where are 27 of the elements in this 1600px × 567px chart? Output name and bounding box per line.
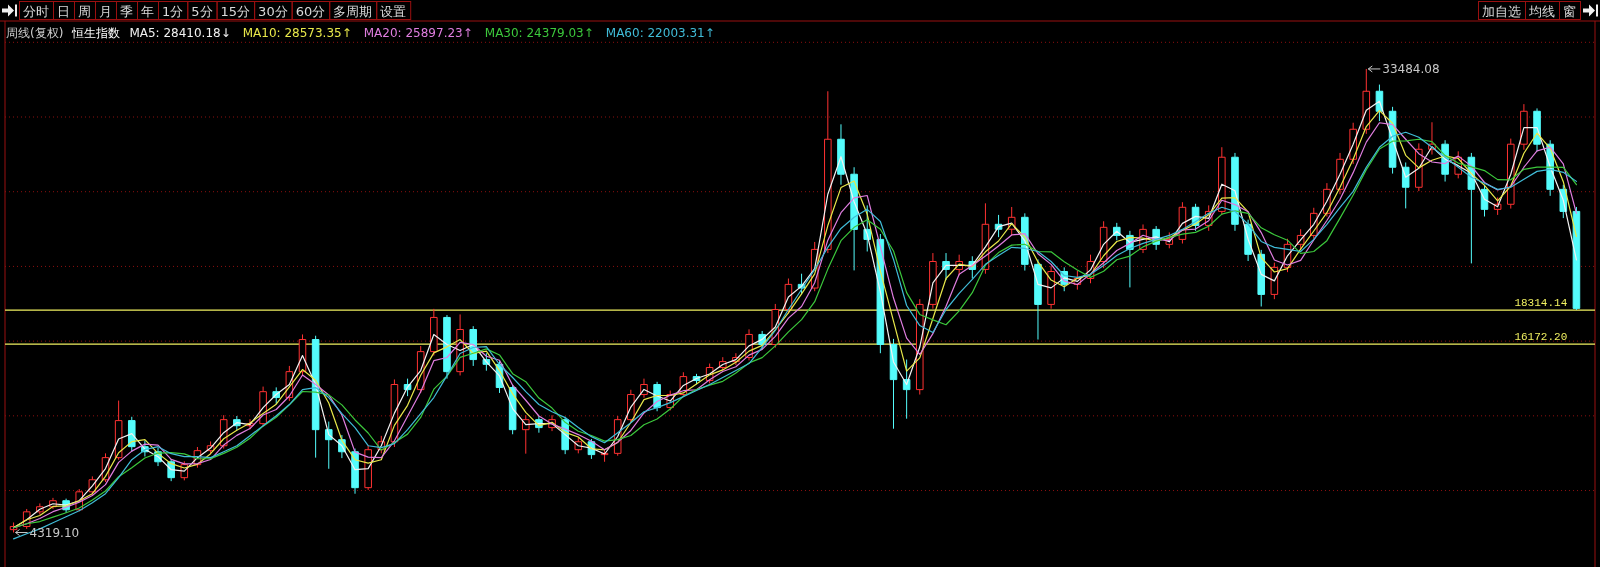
text: 5分 <box>191 3 213 19</box>
text: 年 <box>141 3 154 19</box>
chart-subtitle: 恒生指数 <box>71 26 121 40</box>
text: 30分 <box>258 3 288 19</box>
ref-line-label: 18314.14 <box>1514 297 1568 310</box>
annotation: 33484.08 <box>1382 62 1440 77</box>
text: 周 <box>78 3 91 19</box>
text: 窗 <box>1563 3 1576 19</box>
text: 1分 <box>162 3 184 19</box>
text: MA10: 28573.35↑ <box>242 26 352 40</box>
chart-title: 周线(复权) <box>6 26 64 40</box>
text: 多周期 <box>333 3 373 19</box>
text: MA30: 24379.03↑ <box>484 26 594 40</box>
text: MA5: 28410.18↓ <box>129 26 231 40</box>
text: 分时 <box>23 3 49 19</box>
text: 月 <box>99 3 112 19</box>
ref-line-label: 16172.20 <box>1514 331 1568 344</box>
annotation: 4319.10 <box>29 526 80 541</box>
text: 均线 <box>1528 3 1555 19</box>
text: 季 <box>120 3 133 19</box>
text: MA60: 22003.31↑ <box>605 26 715 40</box>
text: 60分 <box>295 3 326 19</box>
text: 15分 <box>220 3 251 19</box>
text: MA20: 25897.23↑ <box>363 26 473 40</box>
text: 设置 <box>380 3 407 19</box>
text: 加自选 <box>1482 3 1521 19</box>
text: 日 <box>57 3 70 19</box>
